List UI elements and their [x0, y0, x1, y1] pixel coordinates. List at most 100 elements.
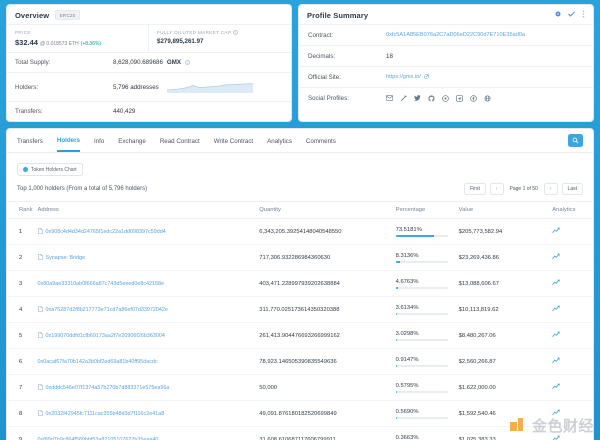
- overview-card: Overview ERC20 PRICE $32.44 @ 0.018573 E…: [6, 4, 292, 122]
- medium-icon[interactable]: [400, 94, 407, 102]
- address-link[interactable]: 0xdddc546e07f1374a57b270b7d883371e575ea9…: [45, 384, 170, 391]
- watermark-text: 金色财经: [531, 417, 594, 435]
- column-header-quantity[interactable]: Quantity: [259, 201, 396, 219]
- analytics-chart-icon[interactable]: [552, 383, 560, 392]
- help-icon[interactable]: ?: [232, 30, 238, 36]
- globe-icon[interactable]: [484, 94, 491, 102]
- profile-header-icons: [555, 10, 585, 20]
- cell-quantity: 717,306.932286984360630: [259, 244, 396, 271]
- globe-icon[interactable]: [555, 11, 561, 19]
- official-site-row: Official Site: https://gmx.io/: [299, 67, 593, 88]
- tab-transfers[interactable]: Transfers: [17, 137, 43, 145]
- cell-address: 0x2032f42945fc7111cac355b48d3d7f116c2e41…: [37, 400, 260, 427]
- pagination-next[interactable]: ›: [543, 183, 558, 195]
- more-icon[interactable]: [582, 10, 585, 20]
- address-link[interactable]: 0x199070ddfd1cfb69173aa2f7e20906f26b3630…: [45, 332, 165, 339]
- external-link-icon[interactable]: [424, 73, 429, 81]
- cell-address: 0xf89d7b9c864f589bbf53a82105107622b35eaa…: [37, 426, 260, 440]
- cell-rank: 4: [7, 296, 38, 323]
- check-icon[interactable]: [568, 11, 575, 19]
- cell-value: $1,622,000.00: [458, 374, 553, 401]
- twitter-icon[interactable]: [414, 95, 421, 101]
- profile-header: Profile Summary: [299, 5, 593, 25]
- analytics-chart-icon[interactable]: [552, 409, 560, 418]
- reddit-icon[interactable]: [442, 94, 449, 102]
- cell-address: 0x80a9ae33310ab0f666a87c743d5eeed0e8c421…: [37, 270, 260, 297]
- cell-analytics: [552, 400, 593, 427]
- cell-percentage: 0.5690%: [395, 400, 459, 427]
- analytics-chart-icon[interactable]: [552, 331, 560, 340]
- fdmc-label: FULLY DILUTED MARKET CAP ?: [157, 30, 283, 36]
- column-header-rank[interactable]: Rank: [7, 201, 38, 219]
- token-holders-chart-button[interactable]: Token Holders Chart: [17, 163, 83, 176]
- tab-info[interactable]: Info: [93, 137, 105, 145]
- tab-read-contract[interactable]: Read Contract: [159, 137, 200, 145]
- holders-value: 5,796 addresses: [113, 83, 159, 91]
- contract-doc-icon: [37, 305, 43, 314]
- social-icons-group: [386, 94, 491, 102]
- cell-value: $2,560,266.87: [458, 348, 553, 375]
- cell-percentage: 73.5181%: [395, 218, 459, 245]
- cell-quantity: 403,471.228997939202638884: [259, 270, 396, 297]
- address-link[interactable]: Synapse: Bridge: [45, 254, 86, 261]
- address-link[interactable]: 0x2032f42945fc7111cac355b48d3d7f116c2e41…: [45, 410, 165, 417]
- official-site-link[interactable]: https://gmx.io/: [386, 74, 421, 80]
- tab-comments[interactable]: Comments: [305, 137, 336, 145]
- facebook-icon[interactable]: [470, 94, 477, 102]
- chart-icon: [23, 167, 28, 172]
- price-cell: PRICE $32.44 @ 0.018573 ETH (+8.36%): [7, 25, 149, 52]
- total-supply-value: 8,628,090.689686: [113, 59, 163, 66]
- pagination-last[interactable]: Last: [561, 183, 583, 195]
- table-header-row: Rank Address Quantity Percentage Value A…: [7, 201, 593, 219]
- telegram-icon[interactable]: [456, 94, 463, 102]
- search-button[interactable]: [568, 134, 583, 147]
- table-row: 1 0x908c4d4d34d24765f1edc22a1dd098397c59d…: [7, 218, 593, 245]
- cell-analytics: [552, 296, 593, 323]
- tab-exchange[interactable]: Exchange: [118, 137, 146, 145]
- tab-holders[interactable]: Holders: [56, 130, 80, 152]
- address-link[interactable]: 0x0acaf67fa70b142a3b0bf2ed69a81b40ff95da…: [37, 358, 158, 365]
- pagination: First ‹ Page 1 of 50 › Last: [464, 183, 583, 195]
- transfers-label: Transfers:: [15, 108, 43, 115]
- analytics-chart-icon[interactable]: [552, 253, 560, 262]
- cell-value: $13,088,606.67: [458, 270, 553, 297]
- tab-write-contract[interactable]: Write Contract: [213, 137, 254, 145]
- cell-rank: 3: [7, 270, 38, 297]
- percentage-text: 3.6134%: [395, 304, 419, 311]
- cell-address: 0x0acaf67fa70b142a3b0bf2ed69a81b40ff95da…: [37, 348, 260, 375]
- column-header-value[interactable]: Value: [458, 201, 553, 219]
- table-row: 9 0xf89d7b9c864f589bbf53a82105107622b35ea…: [7, 426, 593, 440]
- percentage-bar: [395, 287, 448, 289]
- address-link[interactable]: 0x80a9ae33310ab0f666a87c743d5eeed0e8c421…: [37, 280, 165, 287]
- tab-analytics[interactable]: Analytics: [267, 137, 292, 145]
- address-link[interactable]: 0xa75287d2f8b217773e71cd7a86ef07d3397204…: [45, 306, 168, 313]
- analytics-chart-icon[interactable]: [552, 357, 560, 366]
- cell-quantity: 311,770.025173614350320388: [259, 296, 396, 323]
- price-change: (+8.36%): [80, 41, 102, 47]
- cell-value: $1,592,540.46: [458, 400, 553, 427]
- email-icon[interactable]: [386, 95, 393, 101]
- table-row: 4 0xa75287d2f8b217773e71cd7a86ef07d339720…: [7, 296, 593, 323]
- contract-doc-icon: [37, 409, 43, 418]
- erc20-badge: ERC20: [55, 10, 80, 20]
- column-header-address[interactable]: Address: [37, 201, 260, 219]
- pagination-first[interactable]: First: [464, 183, 486, 195]
- cell-rank: 6: [7, 348, 38, 375]
- info-icon[interactable]: i: [185, 60, 191, 65]
- analytics-chart-icon[interactable]: [552, 227, 560, 236]
- github-icon[interactable]: [428, 94, 435, 102]
- cell-rank: 8: [7, 400, 38, 427]
- cell-value: $10,113,819.62: [458, 296, 553, 323]
- contract-address-link[interactable]: 0xfc5A1A85EB076a2C7aD06eD22C90d7E710E35a…: [386, 32, 526, 38]
- column-header-analytics[interactable]: Analytics: [552, 201, 593, 219]
- analytics-chart-icon[interactable]: [552, 279, 560, 288]
- column-header-percentage[interactable]: Percentage: [395, 201, 459, 219]
- address-link[interactable]: 0xf89d7b9c864f589bbf53a82105107622b35eaa…: [37, 436, 159, 440]
- address-link[interactable]: 0x908c4d4d34d24765f1edc22a1dd098397c59dd…: [45, 228, 166, 235]
- fdmc-value: $279,895,261.97: [157, 38, 204, 46]
- analytics-chart-icon[interactable]: [552, 305, 560, 314]
- percentage-text: 0.9147%: [395, 356, 419, 363]
- pagination-prev[interactable]: ‹: [489, 183, 504, 195]
- holders-sparkline: [166, 79, 253, 95]
